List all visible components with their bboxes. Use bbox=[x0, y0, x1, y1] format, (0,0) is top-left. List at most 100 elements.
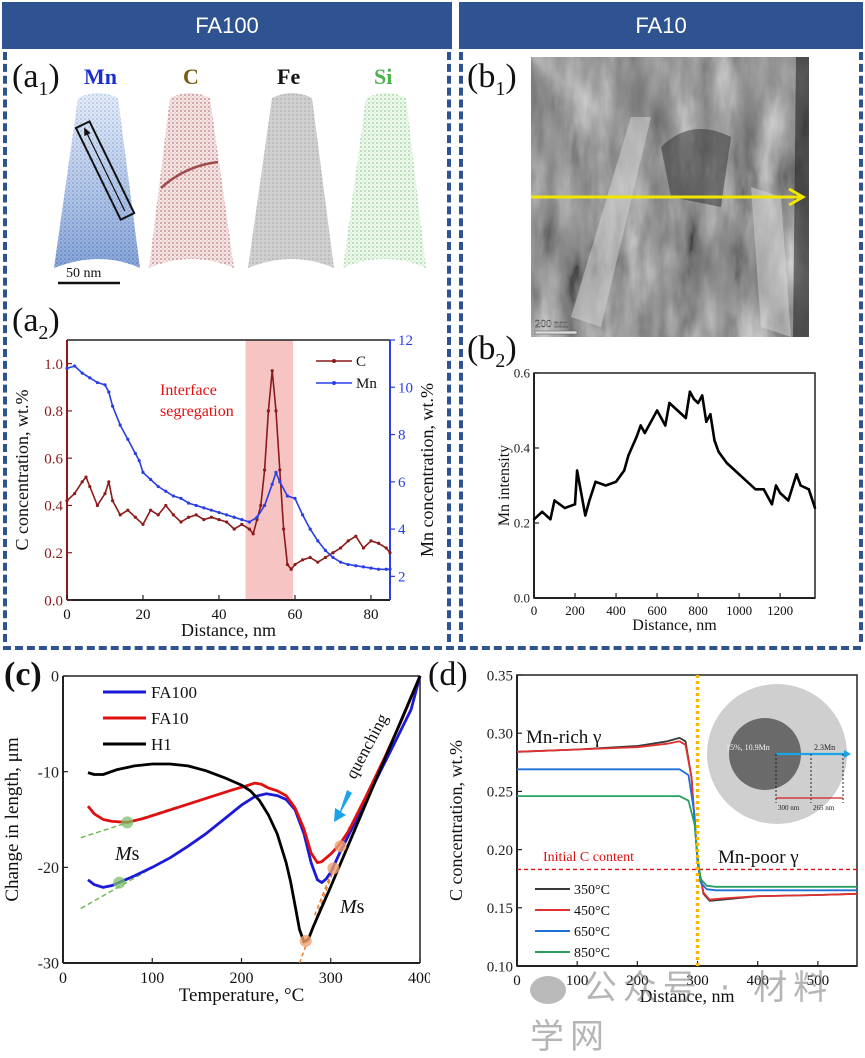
data-point-mn bbox=[293, 496, 297, 500]
data-point-c bbox=[111, 499, 115, 503]
panel-label-d: (d) bbox=[428, 656, 468, 693]
data-point-mn bbox=[107, 390, 111, 394]
x-axis-title: Distance, nm bbox=[632, 617, 717, 634]
watermark: 公众号 · 材料学网 bbox=[530, 960, 865, 1058]
data-point-c bbox=[263, 468, 267, 472]
data-point-mn-intensity bbox=[643, 431, 646, 435]
data-point-mn-intensity bbox=[584, 514, 587, 517]
x-axis-title: Temperature, °C bbox=[179, 985, 305, 1006]
data-point-c bbox=[388, 551, 392, 555]
data-point-c bbox=[255, 518, 259, 522]
ms-marker-orange bbox=[299, 934, 312, 947]
data-point-c bbox=[80, 480, 84, 484]
data-point-mn-intensity bbox=[709, 413, 712, 416]
data-point-mn bbox=[156, 484, 160, 489]
legend-label-850c: 850°C bbox=[574, 946, 610, 961]
tem-micrograph: 200 nm bbox=[531, 57, 809, 337]
data-point-mn-intensity bbox=[676, 409, 679, 412]
data-point-mn bbox=[194, 503, 198, 508]
data-point-c bbox=[164, 503, 168, 508]
data-point-c bbox=[251, 532, 255, 536]
data-point-c bbox=[232, 527, 236, 531]
legend-marker-c bbox=[332, 359, 336, 363]
chart-b2: 0 200 400 600 800 1000 1200 0.0 0.2 0.4 0.6 Distanc… bbox=[496, 366, 817, 634]
data-point-mn-intensity bbox=[778, 491, 782, 495]
data-point-c bbox=[285, 562, 289, 567]
data-point-c bbox=[95, 503, 99, 508]
element-label-c: C bbox=[183, 64, 199, 89]
x-tick-label: 0 bbox=[531, 603, 538, 618]
data-point-mn bbox=[95, 380, 99, 385]
series-line-mn-intensity bbox=[533, 390, 817, 521]
y-tick-label: 0.8 bbox=[44, 404, 63, 420]
data-point-mn bbox=[369, 566, 373, 570]
tem-scale-bar bbox=[534, 330, 578, 335]
data-point-mn-intensity bbox=[813, 506, 817, 510]
header-fa100: FA100 bbox=[2, 2, 452, 49]
data-point-mn bbox=[164, 489, 168, 493]
data-point-mn bbox=[377, 567, 381, 571]
data-point-c bbox=[259, 503, 263, 508]
ms-marker-green bbox=[121, 816, 134, 829]
ms-marker-green bbox=[113, 876, 126, 889]
legend-label-c: C bbox=[356, 354, 366, 370]
y-tick-label: -30 bbox=[38, 956, 59, 973]
data-point-mn bbox=[103, 383, 107, 387]
y-tick-label: 0.20 bbox=[487, 843, 513, 859]
tem-texture: 200 nm bbox=[531, 57, 809, 337]
data-point-mn bbox=[278, 480, 282, 484]
data-point-c bbox=[149, 508, 153, 512]
data-point-c bbox=[88, 484, 92, 489]
annotation-ms-left: Ms bbox=[114, 843, 140, 865]
data-point-mn bbox=[339, 560, 343, 564]
header-fa10-label: FA10 bbox=[635, 12, 687, 38]
y-tick-label: 0.10 bbox=[487, 959, 513, 975]
data-point-mn bbox=[111, 404, 115, 408]
x-tick-label: 0 bbox=[513, 973, 521, 989]
data-point-mn bbox=[323, 548, 327, 552]
watermark-text: 公众号 · 材料学网 bbox=[530, 968, 834, 1057]
x-tick-label: 40 bbox=[212, 607, 227, 623]
data-point-mn bbox=[346, 562, 350, 567]
inset-core-label: 15%, 10.9Mn bbox=[726, 743, 770, 752]
data-point-mn-intensity bbox=[713, 439, 716, 442]
data-point-c bbox=[354, 534, 358, 538]
chart-d: 0 100 200 300 400 500 0.10 0.15 0.20 0.25 0.30 0.35… bbox=[446, 668, 858, 1006]
inset-dim2-label: 265 nm bbox=[813, 804, 835, 812]
y-axis-title: C concentration, wt.% bbox=[12, 390, 32, 551]
y-tick-label: 0.6 bbox=[514, 366, 531, 381]
data-point-mn-intensity bbox=[655, 409, 659, 412]
apt-reconstructions: 50 nm bbox=[54, 93, 426, 285]
element-label-si: Si bbox=[374, 64, 393, 89]
frame-middle-border-a bbox=[447, 52, 451, 642]
legend-label-650c: 650°C bbox=[574, 925, 610, 940]
data-point-c bbox=[247, 527, 251, 531]
x-tick-label: 100 bbox=[140, 970, 164, 987]
y-tick-label: 1.0 bbox=[44, 357, 63, 373]
data-point-c bbox=[301, 558, 305, 562]
data-point-c bbox=[209, 515, 213, 519]
series-line-c bbox=[66, 369, 391, 571]
data-point-c bbox=[331, 551, 335, 555]
data-point-mn bbox=[240, 518, 244, 522]
data-point-mn bbox=[202, 506, 206, 510]
annotation-interface: Interface bbox=[160, 382, 217, 399]
data-point-mn bbox=[384, 567, 388, 571]
annotation-ms-right: Ms bbox=[339, 896, 365, 918]
series-line-fa100 bbox=[87, 675, 422, 889]
data-point-mn-intensity bbox=[795, 473, 798, 476]
data-point-mn-intensity bbox=[762, 488, 765, 491]
x-tick-label: 300 bbox=[686, 973, 709, 989]
apt-tip-mn-shade bbox=[54, 93, 140, 268]
data-point-c bbox=[84, 475, 88, 479]
data-point-mn-intensity bbox=[639, 424, 642, 427]
data-point-mn-intensity bbox=[688, 390, 692, 393]
x-axis-title: Distance, nm bbox=[640, 986, 735, 1006]
data-point-mn bbox=[270, 482, 274, 486]
data-point-mn-intensity bbox=[573, 503, 577, 506]
data-point-mn-intensity bbox=[807, 488, 811, 491]
x-tick-label: 200 bbox=[230, 970, 254, 987]
data-point-mn bbox=[225, 513, 229, 517]
data-point-mn-intensity bbox=[614, 480, 618, 483]
panel-label-b1: (b1) bbox=[467, 58, 517, 100]
